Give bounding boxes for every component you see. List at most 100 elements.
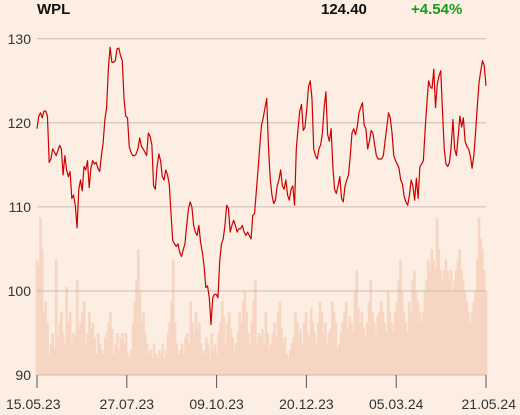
volume-bar	[224, 343, 227, 375]
x-tick-label: 15.05.23	[6, 396, 61, 412]
volume-bar	[75, 280, 79, 375]
volume-bar	[346, 328, 350, 375]
volume-bar	[236, 333, 240, 375]
volume-bar	[112, 354, 116, 375]
volume-bar	[428, 270, 432, 375]
volume-bar	[413, 270, 416, 375]
volume-bar	[416, 301, 420, 375]
volume-bar	[217, 333, 220, 375]
volume-bar	[63, 343, 67, 375]
volume-bar	[252, 301, 255, 375]
volume-bar	[46, 322, 49, 375]
volume-bar	[484, 291, 488, 375]
volume-bar	[185, 333, 189, 375]
volume-bar	[226, 322, 229, 375]
volume-bar	[227, 312, 231, 375]
price-line-layer	[36, 46, 487, 326]
volume-bar	[388, 312, 392, 375]
volume-bar	[423, 291, 427, 375]
volume-bar	[414, 291, 418, 375]
volume-bar	[171, 259, 175, 375]
volume-bar	[243, 291, 247, 375]
volume-bar	[451, 291, 455, 375]
volume-bar	[304, 312, 308, 375]
volume-bar	[177, 354, 180, 375]
volume-bar	[376, 316, 379, 375]
volume-bar	[337, 343, 341, 375]
volume-bar	[201, 354, 205, 375]
volume-bar	[102, 354, 105, 375]
volume-bar	[68, 312, 72, 375]
volume-bar	[341, 322, 345, 375]
volume-bar	[289, 349, 292, 375]
volume-bar	[432, 259, 435, 375]
volume-bar	[47, 354, 51, 375]
volume-bar	[332, 312, 336, 375]
volume-bar	[199, 343, 203, 375]
volume-bar	[187, 343, 191, 375]
volume-bar	[110, 328, 114, 375]
volume-bar	[316, 322, 320, 375]
y-tick-label: 90	[15, 367, 31, 383]
volume-bar	[105, 333, 109, 375]
volume-bar	[470, 312, 474, 375]
volume-bar	[82, 301, 86, 375]
volume-bar	[379, 301, 383, 375]
volume-bar	[259, 337, 262, 375]
volume-bar	[268, 349, 271, 375]
price-line	[36, 46, 487, 326]
volume-bar	[369, 280, 372, 375]
volume-bar	[402, 312, 406, 375]
volume-bar	[145, 343, 149, 375]
y-tick-label: 110	[9, 199, 32, 215]
volume-bar	[72, 333, 75, 375]
volume-bar	[381, 312, 385, 375]
volume-bar	[142, 312, 145, 375]
volume-bar	[84, 343, 88, 375]
volume-bar	[393, 312, 397, 375]
volume-bar	[282, 343, 285, 375]
volume-bar	[137, 249, 140, 375]
volume-bar	[198, 322, 201, 375]
volume-bar	[309, 307, 313, 375]
volume-bar	[262, 343, 266, 375]
volume-bar	[166, 333, 170, 375]
volume-bar	[124, 333, 128, 375]
volume-bar	[285, 354, 289, 375]
volume-bar	[49, 343, 53, 375]
volume-bar	[247, 333, 250, 375]
volume-bar	[81, 312, 84, 375]
volume-bar	[355, 270, 359, 375]
volume-bar	[278, 301, 282, 375]
volume-bar	[107, 322, 110, 375]
volume-bar	[159, 354, 163, 375]
volume-bar	[409, 312, 413, 375]
volume-bar	[407, 301, 411, 375]
x-axis: 15.05.23 27.07.23 09.10.23 20.12.23 05.03.24…	[6, 375, 516, 412]
volume-bar	[434, 270, 437, 375]
volume-bar	[455, 270, 458, 375]
volume-bar	[390, 322, 393, 375]
volume-bar	[121, 333, 124, 375]
volume-bar	[196, 328, 200, 375]
volume-bar	[133, 301, 137, 375]
volume-bar	[93, 337, 96, 375]
volume-bar	[44, 301, 48, 375]
volume-bar	[220, 301, 224, 375]
volume-bar	[213, 343, 217, 375]
x-tick-label: 05.03.24	[369, 396, 424, 412]
volume-bar	[231, 337, 234, 375]
volume-bar	[327, 333, 331, 375]
volume-bar	[294, 312, 297, 375]
volume-bar	[156, 358, 159, 375]
volume-bar	[240, 322, 243, 375]
volume-bar	[39, 217, 42, 375]
volume-bar	[400, 291, 404, 375]
volume-bar	[91, 322, 95, 375]
volume-bar	[130, 349, 133, 375]
volume-bar	[149, 349, 152, 375]
volume-bar	[418, 312, 421, 375]
volume-bar	[334, 322, 338, 375]
y-tick-label: 120	[8, 115, 32, 131]
volume-bar	[178, 349, 182, 375]
